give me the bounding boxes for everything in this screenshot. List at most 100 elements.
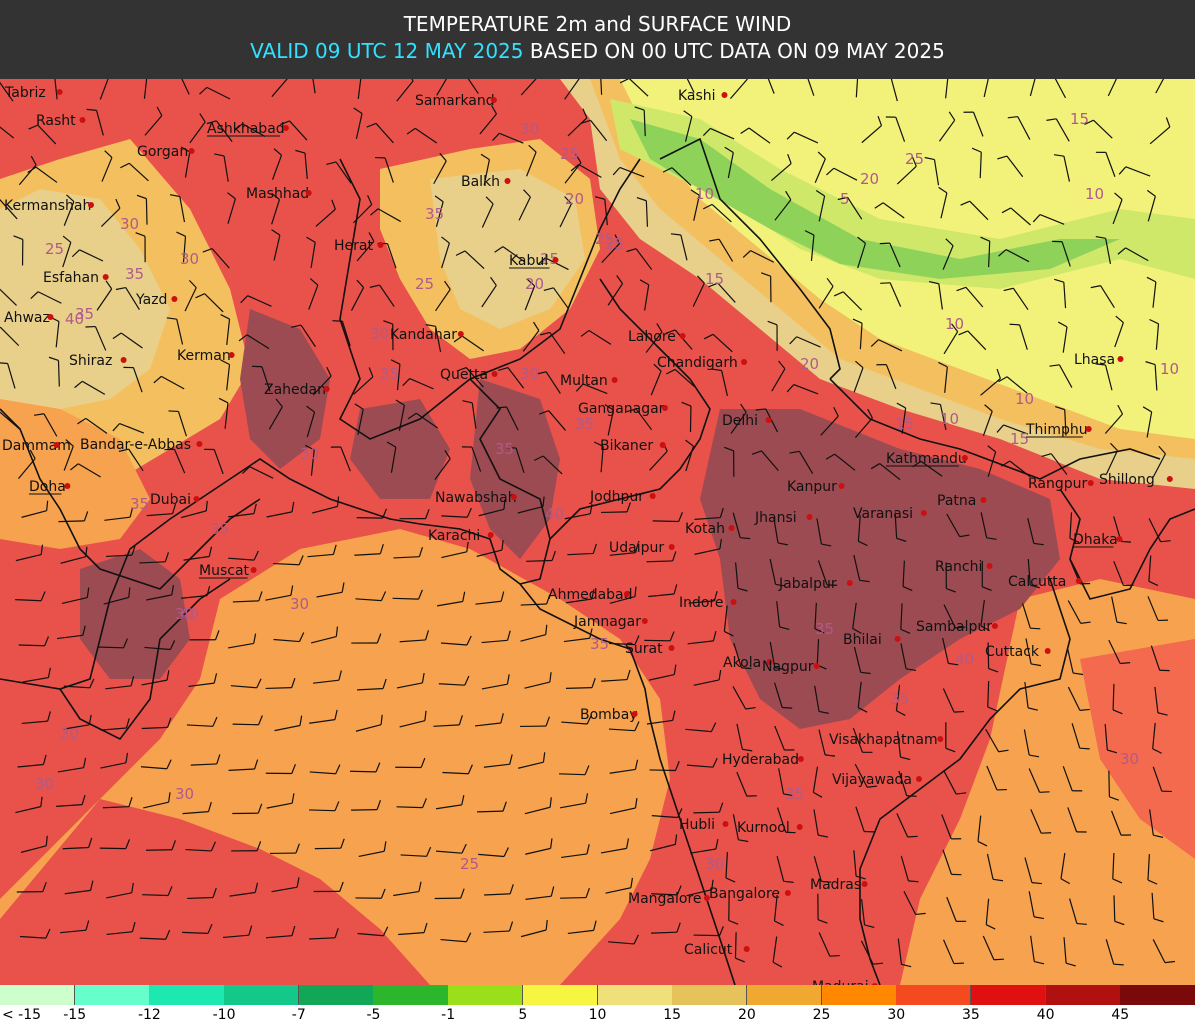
wind-barb — [520, 919, 548, 938]
wind-barb — [1114, 315, 1124, 348]
city-dot — [504, 178, 511, 184]
wind-barb — [601, 669, 631, 682]
wind-barb — [789, 336, 821, 348]
wind-barb — [0, 362, 16, 389]
city-dot — [490, 97, 497, 103]
wind-barb — [498, 366, 525, 389]
svg-text:Bhilai: Bhilai — [843, 632, 882, 648]
wind-barb — [786, 383, 819, 395]
city-label: Dammam — [2, 438, 71, 454]
wind-barb — [776, 855, 794, 883]
wind-barb — [21, 500, 49, 518]
contour-label: 15 — [895, 415, 914, 433]
wind-barb — [356, 232, 375, 262]
wind-barb — [146, 584, 175, 601]
contour-label: 20 — [860, 170, 879, 188]
wind-barb — [773, 517, 788, 546]
wind-barb — [222, 925, 253, 939]
wind-barb — [22, 667, 51, 683]
wind-barb — [651, 885, 682, 896]
wind-barb — [938, 186, 948, 219]
wind-barb — [776, 601, 790, 631]
wind-barb — [852, 727, 873, 753]
wind-barb — [900, 643, 917, 672]
wind-barb — [665, 368, 695, 388]
wind-barb — [99, 839, 131, 850]
wind-barb — [580, 329, 612, 345]
wind-barb — [140, 759, 172, 770]
wind-barb — [104, 507, 134, 521]
wind-barb — [310, 626, 339, 644]
contour-label: 5 — [840, 190, 850, 208]
wind-barb — [767, 79, 775, 94]
contour-label: 10 — [1015, 390, 1034, 408]
wind-barb — [896, 731, 911, 761]
city-label: Nawabshah — [435, 490, 517, 506]
wind-barb — [316, 582, 345, 598]
contour-label: 30 — [60, 725, 79, 743]
wind-barb — [406, 127, 438, 144]
wind-barb — [857, 681, 868, 713]
contour-label: 30 — [180, 250, 199, 268]
wind-barb — [218, 397, 229, 429]
country-borders — [0, 137, 1195, 985]
wind-barb — [1000, 460, 1031, 478]
wind-barb — [353, 107, 363, 140]
wind-barb — [185, 841, 216, 852]
city-dot — [1085, 426, 1092, 432]
wind-barb — [180, 146, 191, 178]
wind-barb — [144, 106, 163, 136]
city-dot — [796, 824, 803, 830]
wind-barb — [1108, 639, 1131, 665]
svg-text:Ganganagar: Ganganagar — [578, 401, 665, 417]
svg-text:Patna: Patna — [937, 493, 976, 509]
wind-barb — [687, 631, 717, 645]
wind-barb — [601, 502, 631, 514]
legend-label: 25 — [812, 1007, 831, 1023]
wind-barb — [438, 675, 470, 686]
wind-barb — [609, 759, 639, 774]
wind-barb — [434, 450, 451, 481]
svg-text:Vijayawada: Vijayawada — [832, 772, 912, 788]
wind-barb — [942, 688, 965, 713]
legend-label: -12 — [137, 1007, 161, 1023]
wind-barb — [1055, 405, 1067, 436]
city-dot — [171, 296, 178, 302]
wind-barb — [436, 843, 467, 854]
wind-barb — [353, 367, 374, 395]
wind-barb — [492, 132, 524, 144]
wind-barb — [1023, 729, 1040, 758]
wind-barb — [478, 499, 506, 517]
wind-barb — [855, 79, 859, 98]
wind-barb — [648, 584, 678, 598]
wind-barb — [425, 324, 442, 352]
wind-barb — [650, 363, 662, 396]
wind-barb — [733, 642, 752, 670]
wind-barb — [734, 562, 748, 592]
temperature-zone — [700, 409, 1060, 729]
wind-barb — [985, 898, 996, 930]
svg-text:Kathmandu: Kathmandu — [886, 451, 967, 467]
wind-barb — [520, 594, 551, 606]
city-label: Samarkand — [415, 93, 497, 109]
wind-barb — [402, 377, 434, 390]
wind-barb — [1112, 852, 1123, 884]
legend-label: 40 — [1036, 1007, 1055, 1023]
wind-barb — [817, 893, 828, 924]
wind-barb — [1105, 442, 1119, 475]
contour-label: 10 — [1160, 360, 1179, 378]
city-dot — [846, 580, 853, 586]
svg-text:Kabul: Kabul — [509, 253, 548, 269]
wind-barb — [238, 334, 270, 350]
wind-barb — [435, 280, 451, 312]
wind-barb — [681, 401, 692, 433]
city-label: Madras — [810, 877, 868, 893]
wind-barb — [619, 79, 649, 97]
wind-barb — [135, 232, 146, 263]
wind-barb — [924, 156, 940, 186]
wind-barb — [230, 678, 262, 689]
contour-label: 30 — [370, 325, 389, 343]
wind-barb — [399, 509, 430, 520]
wind-barb — [730, 403, 747, 434]
wind-barb — [1155, 79, 1165, 94]
